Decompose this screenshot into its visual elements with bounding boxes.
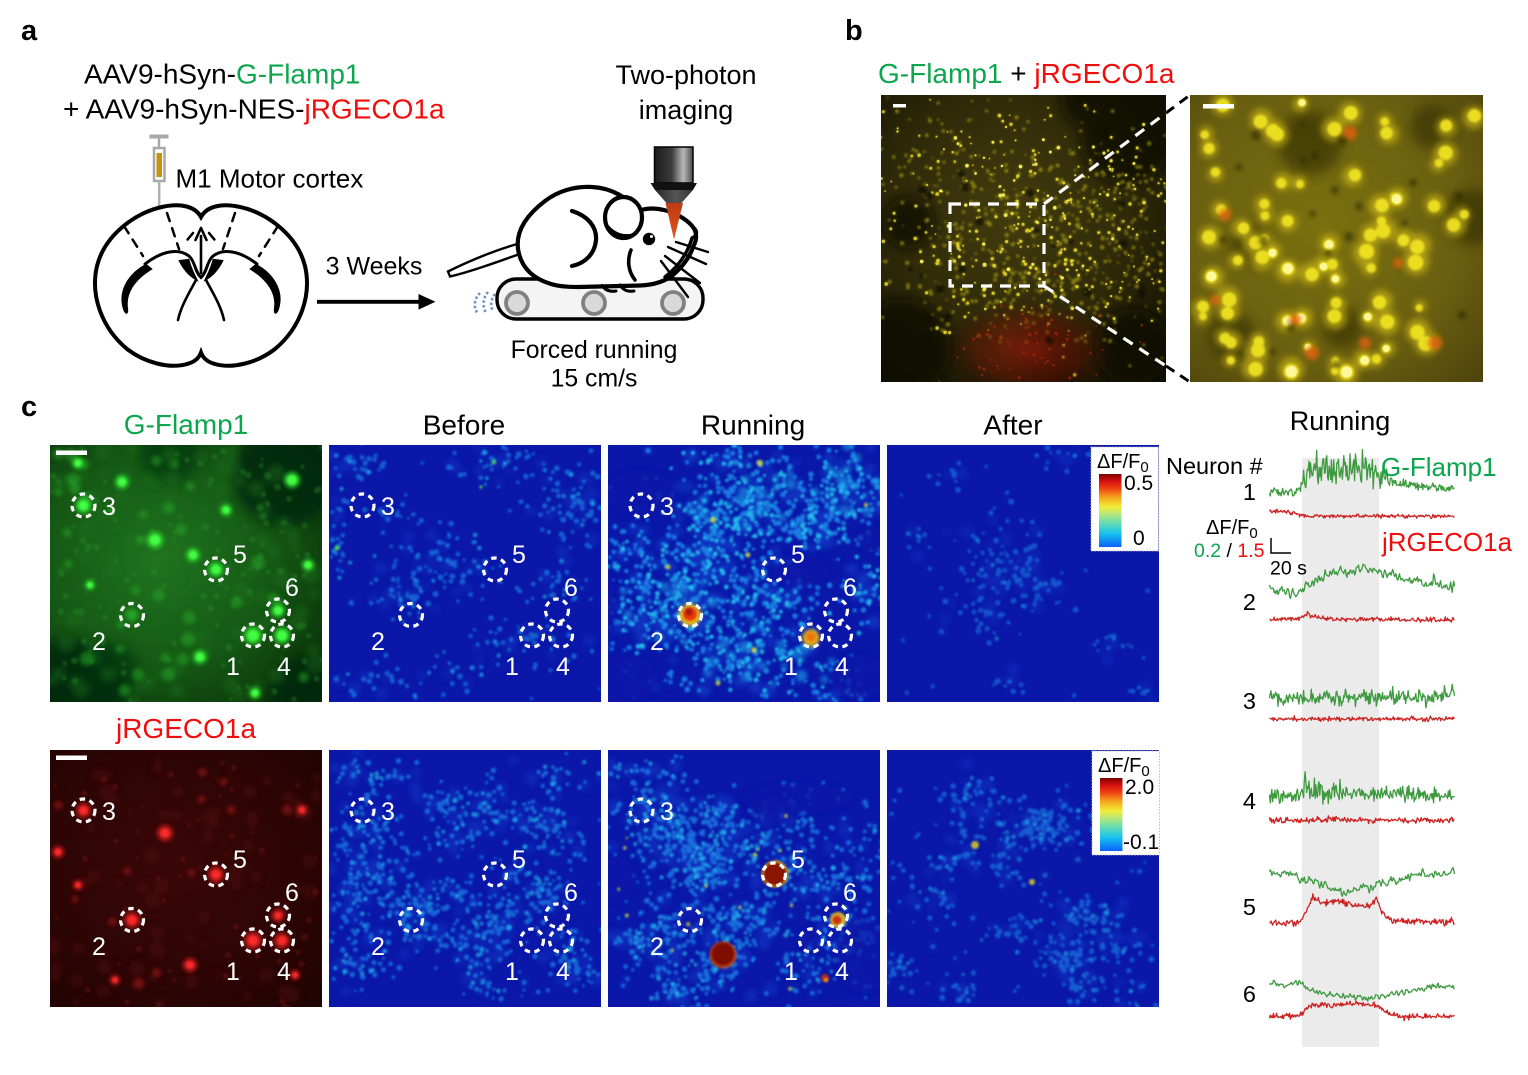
svg-text:5: 5 [791, 541, 805, 569]
svg-text:1: 1 [505, 653, 519, 681]
svg-text:6: 6 [285, 879, 299, 907]
svg-text:3: 3 [102, 493, 116, 521]
svg-text:4: 4 [277, 653, 291, 681]
svg-text:6: 6 [843, 574, 857, 602]
svg-text:2: 2 [650, 628, 664, 656]
svg-text:5: 5 [512, 541, 526, 569]
svg-text:5: 5 [233, 846, 247, 874]
svg-text:1: 1 [226, 958, 240, 986]
svg-text:3: 3 [660, 493, 674, 521]
svg-text:6: 6 [285, 574, 299, 602]
svg-text:1: 1 [226, 653, 240, 681]
svg-text:1: 1 [784, 653, 798, 681]
svg-text:5: 5 [233, 541, 247, 569]
svg-text:6: 6 [564, 574, 578, 602]
svg-text:4: 4 [277, 958, 291, 986]
svg-text:3: 3 [102, 798, 116, 826]
svg-text:2: 2 [371, 628, 385, 656]
svg-text:4: 4 [835, 653, 849, 681]
svg-text:3: 3 [381, 493, 395, 521]
svg-text:2: 2 [92, 628, 106, 656]
svg-text:2: 2 [92, 933, 106, 961]
svg-text:4: 4 [556, 653, 570, 681]
